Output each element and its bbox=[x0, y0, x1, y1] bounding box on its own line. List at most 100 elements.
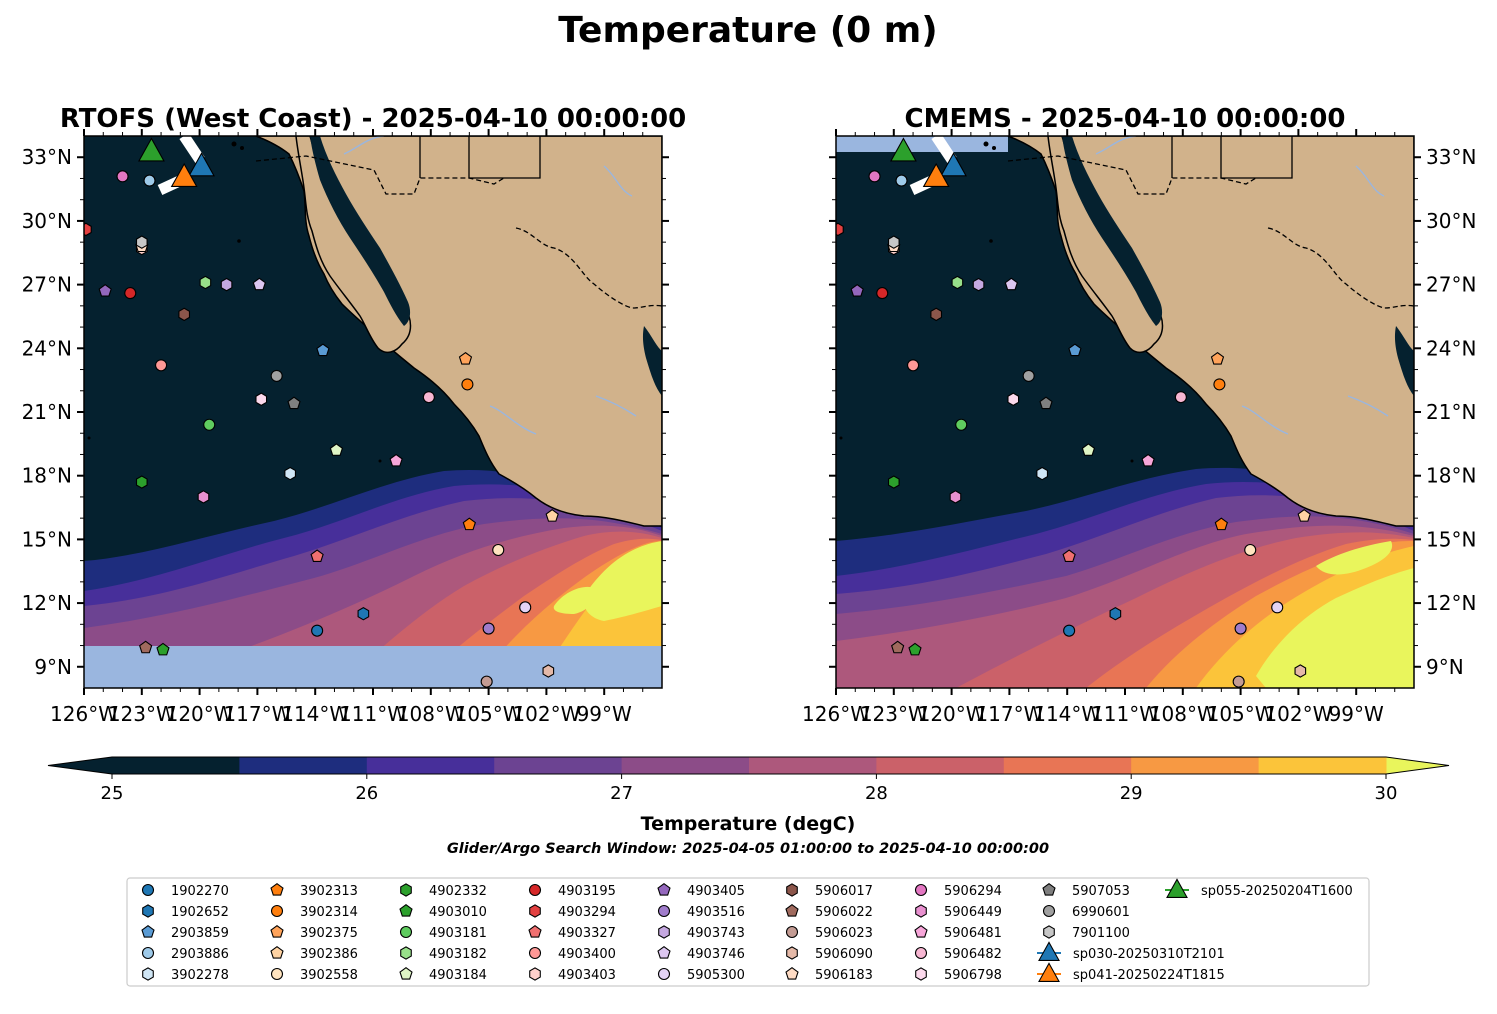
legend: 1902270 1902652 2903859 2903886 3902278 39023… bbox=[126, 877, 1370, 987]
profile-5906482 bbox=[1174, 391, 1187, 404]
longitude-labels: 126°W123°W120°W117°W114°W111°W108°W105°W… bbox=[50, 702, 632, 726]
legend-marker bbox=[915, 967, 927, 981]
profile-3902375 bbox=[1210, 351, 1225, 365]
legend-label: 5906090 bbox=[815, 947, 873, 962]
legend-marker bbox=[529, 904, 541, 918]
legend-item-4903327: 4903327 bbox=[528, 925, 616, 941]
profile-5907053 bbox=[287, 396, 301, 410]
legend-label: 5906183 bbox=[815, 968, 873, 983]
legend-item-5905300: 5905300 bbox=[657, 967, 745, 983]
profile-4903195 bbox=[876, 287, 889, 300]
no-data-strip bbox=[84, 646, 662, 688]
legend-marker bbox=[1038, 962, 1060, 982]
glider-sp030-20250310T2101 bbox=[188, 152, 215, 177]
profile-5906798 bbox=[1007, 392, 1020, 406]
profile-4903327 bbox=[310, 549, 324, 563]
legend-label: 3902386 bbox=[300, 947, 358, 962]
lon-label: 105°W bbox=[1207, 702, 1275, 726]
legend-label: 4902332 bbox=[429, 884, 487, 899]
profile-5906017 bbox=[178, 307, 191, 322]
profile-4903182 bbox=[951, 275, 964, 290]
legend-label: 6990601 bbox=[1072, 905, 1130, 920]
band-30 bbox=[583, 541, 662, 621]
lat-label: 30°N bbox=[22, 209, 72, 233]
legend-marker bbox=[270, 883, 284, 896]
legend-label: 1902270 bbox=[171, 884, 229, 899]
legend-marker bbox=[1038, 941, 1060, 961]
profile-4903182 bbox=[199, 275, 212, 290]
colorbar-tick-label: 29 bbox=[1120, 783, 1143, 804]
profile-7901100 bbox=[135, 235, 148, 249]
profile-4903743 bbox=[972, 277, 985, 292]
colorbar-tick-label: 26 bbox=[355, 783, 378, 804]
legend-marker bbox=[399, 967, 413, 980]
legend-item-4903294: 4903294 bbox=[529, 904, 616, 920]
colorbar-label: Temperature (degC) bbox=[641, 813, 856, 835]
profile-4903746 bbox=[1004, 277, 1018, 291]
panel-title-cmems: CMEMS - 2025-04-10 00:00:00 bbox=[905, 104, 1346, 134]
longitude-labels: 126°W123°W120°W117°W114°W111°W108°W105°W… bbox=[802, 702, 1384, 726]
panel-title-rtofs: RTOFS (West Coast) - 2025-04-10 00:00:00 bbox=[60, 104, 686, 134]
us-mexico-border bbox=[255, 155, 505, 195]
legend-label: 4903516 bbox=[687, 905, 745, 920]
colorbar-tick-label: 25 bbox=[101, 783, 124, 804]
land bbox=[255, 136, 662, 527]
legend-marker bbox=[1042, 883, 1056, 896]
legend-label: 3902558 bbox=[300, 968, 358, 983]
profile-5906022 bbox=[139, 640, 153, 654]
colorbar-tick-label: 30 bbox=[1375, 783, 1398, 804]
legend-marker bbox=[528, 925, 542, 938]
legend-label: 4903746 bbox=[687, 947, 745, 962]
legend-item-5906449: 5906449 bbox=[915, 904, 1002, 920]
legend-marker bbox=[657, 883, 671, 896]
glider-markers bbox=[137, 137, 215, 188]
cmems-panel: 33°N 30°N 27°N 24°N 21°N 18°N 15°N 12°N 9°N 126°… bbox=[802, 104, 1476, 726]
mexico-state-line bbox=[515, 227, 662, 309]
profile-3902278 bbox=[1036, 466, 1048, 481]
profile-5906090 bbox=[1294, 664, 1307, 678]
colorbar-segment bbox=[876, 757, 1005, 774]
legend-item-4903400: 4903400 bbox=[528, 946, 616, 962]
band-30 bbox=[1256, 568, 1414, 688]
colorbar-tick-label: 27 bbox=[610, 783, 633, 804]
colorbar-segment bbox=[239, 757, 368, 774]
profile-markers bbox=[84, 170, 559, 688]
legend-marker bbox=[141, 946, 155, 960]
profile-1902652 bbox=[357, 606, 370, 621]
lat-label: 21°N bbox=[1426, 400, 1476, 424]
coast-islands bbox=[839, 141, 1134, 463]
legend-label: 5906798 bbox=[944, 968, 1002, 983]
colorbar: 25 26 27 28 29 30 bbox=[47, 756, 1450, 804]
glider-sp030-20250310T2101 bbox=[940, 152, 967, 177]
colorbar-over-extension bbox=[1386, 757, 1449, 774]
lat-label: 27°N bbox=[22, 273, 72, 297]
rtofs-panel: 33°N 30°N 27°N 24°N 21°N 18°N 15°N 12°N 9°N 126°… bbox=[22, 104, 687, 726]
borders bbox=[1007, 136, 1414, 309]
glider-markers bbox=[889, 137, 967, 188]
lat-label: 33°N bbox=[1426, 145, 1476, 169]
legend-label: 4903327 bbox=[558, 926, 616, 941]
legend-item-5906023: 5906023 bbox=[785, 925, 873, 941]
legend-label: 3902313 bbox=[300, 884, 358, 899]
legend-item-5906294: 5906294 bbox=[914, 883, 1002, 899]
legend-item-3902278: 3902278 bbox=[142, 967, 229, 983]
mexico-state-line bbox=[1267, 227, 1414, 309]
legend-item-5906090: 5906090 bbox=[786, 946, 873, 962]
lat-label: 9°N bbox=[34, 655, 72, 679]
legend-item-3902558: 3902558 bbox=[270, 967, 358, 983]
profile-5906017 bbox=[930, 307, 943, 322]
profile-5907053 bbox=[1039, 396, 1053, 410]
legend-marker bbox=[657, 967, 671, 981]
lat-label: 15°N bbox=[22, 527, 72, 551]
baja-notch bbox=[1062, 136, 1163, 326]
lat-label: 27°N bbox=[1426, 273, 1476, 297]
colorbar-segment bbox=[1258, 757, 1387, 774]
profile-4903327 bbox=[1062, 549, 1076, 563]
profile-2903859 bbox=[1068, 343, 1082, 357]
legend-label: 4903403 bbox=[558, 968, 616, 983]
legend-marker bbox=[528, 946, 542, 960]
profile-6990601 bbox=[270, 369, 283, 382]
legend-item-6990601: 6990601 bbox=[1042, 904, 1130, 920]
legend-marker bbox=[270, 904, 284, 918]
map-ticks bbox=[829, 129, 1421, 695]
